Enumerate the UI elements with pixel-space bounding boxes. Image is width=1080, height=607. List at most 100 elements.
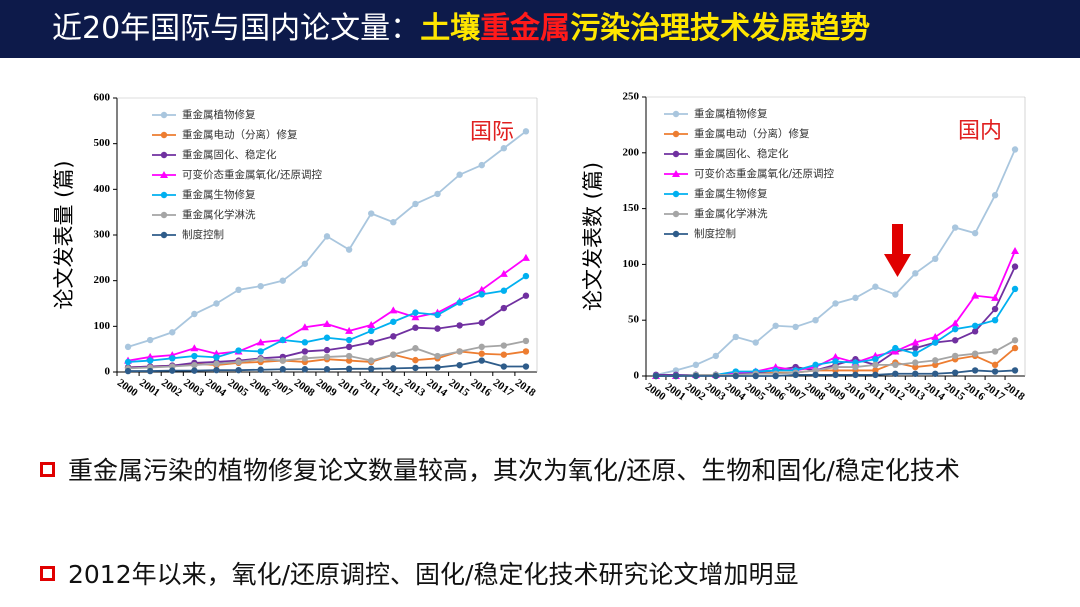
- point: [912, 370, 919, 377]
- x-tick-label: 2005: [743, 381, 768, 404]
- point: [932, 255, 939, 263]
- point: [434, 311, 441, 319]
- y-tick-label: 100: [94, 320, 111, 332]
- x-tick-label: 2012: [882, 381, 907, 404]
- x-tick-label: 2017: [491, 377, 516, 400]
- point: [412, 364, 419, 372]
- point: [256, 338, 265, 346]
- point: [456, 299, 463, 306]
- point: [911, 338, 920, 346]
- point: [812, 367, 819, 374]
- point: [169, 367, 176, 374]
- point: [522, 363, 530, 370]
- point: [412, 345, 419, 352]
- bullet-text: 重金属污染的植物修复论文数量较高，其次为氧化/还原、生物和固化/稳定化技术: [68, 456, 960, 485]
- point: [1011, 146, 1019, 153]
- point: [932, 357, 939, 364]
- legend-label: 重金属生物修复: [694, 187, 768, 200]
- point: [1011, 247, 1020, 255]
- point: [951, 337, 959, 344]
- point: [652, 372, 660, 380]
- point: [323, 353, 331, 361]
- point: [235, 358, 242, 366]
- point: [213, 354, 220, 361]
- point: [301, 260, 309, 267]
- point: [991, 317, 999, 324]
- legend-label: 制度控制: [182, 228, 224, 241]
- y-tick-label: 250: [623, 91, 640, 103]
- point: [732, 333, 739, 341]
- x-tick-label: 2016: [962, 381, 987, 404]
- point: [812, 371, 819, 379]
- point: [368, 327, 375, 335]
- legend-marker: [160, 231, 168, 239]
- point: [852, 359, 859, 366]
- x-tick-label: 2004: [203, 377, 228, 400]
- point: [124, 343, 132, 351]
- point: [872, 361, 879, 369]
- point: [912, 359, 919, 366]
- point: [1011, 344, 1019, 352]
- point: [932, 339, 939, 346]
- x-tick-label: 2008: [292, 377, 317, 400]
- point: [971, 229, 979, 237]
- bullet: 重金属污染的植物修复论文数量较高，其次为氧化/还原、生物和固化/稳定化技术: [40, 448, 1060, 494]
- legend-label: 重金属植物修复: [694, 107, 768, 120]
- point: [752, 372, 759, 380]
- y-tick-label: 200: [94, 274, 111, 286]
- x-tick-label: 2008: [802, 381, 827, 404]
- point: [411, 313, 420, 321]
- point: [477, 285, 486, 293]
- point: [345, 326, 354, 334]
- title-part: 土壤: [420, 11, 481, 46]
- point: [892, 370, 899, 377]
- point: [345, 336, 353, 344]
- point: [931, 332, 940, 340]
- point: [279, 336, 286, 344]
- point: [368, 365, 375, 373]
- point: [772, 372, 779, 380]
- point: [792, 371, 799, 379]
- point: [852, 294, 859, 302]
- x-tick-label: 2014: [922, 381, 947, 404]
- x-tick-label: 2003: [703, 381, 728, 404]
- legend-label: 可变价态重金属氧化/还原调控: [182, 168, 323, 181]
- point: [991, 348, 999, 355]
- x-tick-label: 2015: [446, 377, 471, 400]
- point: [434, 364, 441, 371]
- x-tick-label: 2001: [663, 381, 688, 403]
- legend-marker: [160, 211, 168, 219]
- point: [390, 219, 397, 226]
- point: [191, 367, 198, 374]
- point: [169, 355, 176, 362]
- annotation: 国内: [958, 119, 1002, 144]
- point: [500, 145, 508, 152]
- point: [991, 293, 1000, 301]
- point: [732, 372, 739, 380]
- x-tick-label: 2000: [643, 381, 668, 404]
- point: [190, 344, 199, 352]
- point: [367, 320, 376, 328]
- x-tick-label: 2018: [1002, 381, 1027, 404]
- x-tick-label: 2009: [314, 377, 339, 400]
- point: [478, 343, 485, 351]
- point: [932, 361, 939, 369]
- point: [345, 352, 353, 360]
- point: [146, 367, 154, 375]
- x-tick-label: 2002: [159, 377, 184, 400]
- point: [456, 171, 463, 178]
- point: [1011, 337, 1019, 344]
- point: [692, 372, 700, 380]
- header: 近20年国际与国内论文量：土壤重金属污染治理技术发展趋势: [0, 0, 1080, 58]
- x-tick-label: 2000: [115, 377, 140, 400]
- point: [792, 323, 799, 331]
- legend-label: 重金属化学淋洗: [694, 207, 768, 220]
- x-tick-label: 2013: [902, 381, 927, 404]
- point: [124, 367, 132, 375]
- point: [522, 348, 530, 355]
- point: [499, 269, 508, 277]
- point: [300, 323, 309, 331]
- point: [412, 356, 419, 364]
- title-part: 污染治理技术发展趋势: [570, 11, 871, 46]
